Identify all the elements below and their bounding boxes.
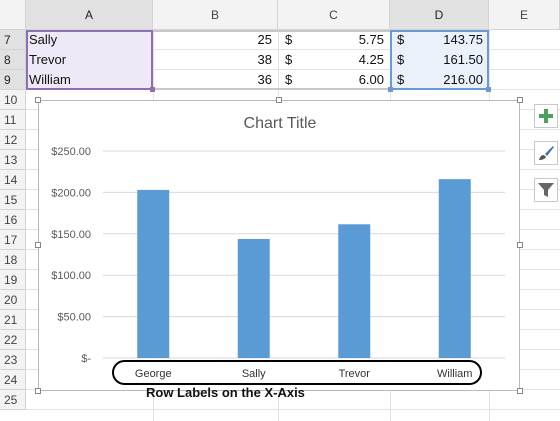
cell-c8-currency: $: [285, 52, 293, 67]
y-tick-label: $250.00: [51, 146, 91, 158]
range-handle-d-left[interactable]: [388, 87, 393, 92]
cell-b7[interactable]: 25: [257, 32, 272, 47]
cell-c9[interactable]: 6.00: [358, 72, 384, 87]
chart-elements-button[interactable]: [534, 104, 558, 128]
chart-title[interactable]: Chart Title: [243, 115, 317, 132]
x-tick-label: William: [437, 368, 472, 380]
cell-d7-currency: $: [397, 32, 405, 47]
row-header-10[interactable]: 10: [0, 90, 26, 110]
row-header-16[interactable]: 16: [0, 210, 26, 230]
selection-range-b-c: [153, 30, 390, 90]
row-header-19[interactable]: 19: [0, 270, 26, 290]
cell-c9-currency: $: [285, 72, 293, 87]
chart-resize-handle-top[interactable]: [276, 97, 282, 103]
bar-sally[interactable]: [237, 238, 270, 358]
range-handle-a[interactable]: [150, 87, 155, 92]
chart-resize-handle-top-left[interactable]: [35, 97, 41, 103]
cell-d7[interactable]: 143.75: [443, 32, 483, 47]
row-header-7[interactable]: 7: [0, 30, 26, 50]
row-header-8[interactable]: 8: [0, 50, 26, 70]
x-tick-label: Sally: [242, 368, 266, 380]
row-header-21[interactable]: 21: [0, 310, 26, 330]
cell-d9-currency: $: [397, 72, 405, 87]
column-header-a[interactable]: A: [26, 0, 153, 30]
chart-filters-button[interactable]: [534, 178, 558, 202]
row-header-24[interactable]: 24: [0, 370, 26, 390]
row-header-22[interactable]: 22: [0, 330, 26, 350]
chart-resize-handle-bottom-right[interactable]: [517, 388, 523, 394]
x-axis-highlight-oval: [112, 360, 482, 385]
row-gridline: [26, 49, 560, 50]
row-header-25[interactable]: 25: [0, 390, 26, 410]
x-tick-label: Trevor: [339, 368, 371, 380]
y-tick-label: $150.00: [51, 229, 91, 241]
plus-icon: [539, 109, 553, 123]
range-handle-d-right[interactable]: [486, 87, 491, 92]
row-header-9[interactable]: 9: [0, 70, 26, 90]
y-tick-label: $-: [81, 353, 91, 365]
bar-george[interactable]: [137, 189, 170, 358]
row-header-14[interactable]: 14: [0, 170, 26, 190]
cell-a7[interactable]: Sally: [29, 32, 58, 47]
cell-d8[interactable]: 161.50: [443, 52, 483, 67]
row-gridline: [26, 69, 560, 70]
chart-resize-handle-left[interactable]: [35, 242, 41, 248]
row-header-11[interactable]: 11: [0, 110, 26, 130]
cell-c7[interactable]: 5.75: [358, 32, 384, 47]
row-header-15[interactable]: 15: [0, 190, 26, 210]
y-tick-label: $50.00: [57, 312, 91, 324]
bar-william[interactable]: [438, 179, 471, 358]
cell-b8[interactable]: 38: [257, 52, 272, 67]
chart-styles-button[interactable]: [534, 141, 558, 165]
cell-c8[interactable]: 4.25: [358, 52, 384, 67]
cell-a8[interactable]: Trevor: [29, 52, 67, 67]
row-header-18[interactable]: 18: [0, 250, 26, 270]
cell-d9[interactable]: 216.00: [443, 72, 483, 87]
row-header-17[interactable]: 17: [0, 230, 26, 250]
column-header-c[interactable]: C: [278, 0, 390, 30]
column-header-b[interactable]: B: [153, 0, 278, 30]
selection-range-d: [390, 30, 489, 90]
selection-range-a: [26, 30, 153, 90]
annotation-label: Row Labels on the X-Axis: [146, 385, 305, 400]
row-header-12[interactable]: 12: [0, 130, 26, 150]
chart-resize-handle-bottom-left[interactable]: [35, 388, 41, 394]
cell-c7-currency: $: [285, 32, 293, 47]
chart-plot: $250.00 $200.00 $150.00 $100.00 $50.00 $- Geor…: [51, 146, 505, 380]
column-header-d[interactable]: D: [390, 0, 489, 30]
row-gridline: [26, 409, 560, 410]
cell-d8-currency: $: [397, 52, 405, 67]
filter-icon: [538, 183, 554, 197]
row-header-13[interactable]: 13: [0, 150, 26, 170]
cell-a9[interactable]: William: [29, 72, 71, 87]
cell-b9[interactable]: 36: [257, 72, 272, 87]
column-header-e[interactable]: E: [489, 0, 560, 30]
chart-resize-handle-right[interactable]: [517, 242, 523, 248]
x-tick-label: George: [135, 368, 172, 380]
y-tick-label: $200.00: [51, 187, 91, 199]
row-header-23[interactable]: 23: [0, 350, 26, 370]
bar-trevor[interactable]: [338, 224, 371, 358]
brush-icon: [539, 146, 554, 160]
y-tick-label: $100.00: [51, 270, 91, 282]
row-header-20[interactable]: 20: [0, 290, 26, 310]
chart-resize-handle-top-right[interactable]: [517, 97, 523, 103]
select-all-corner[interactable]: [0, 0, 26, 30]
chart-area[interactable]: Chart Title $250.00 $200.00 $150.00 $100.00…: [38, 100, 520, 391]
